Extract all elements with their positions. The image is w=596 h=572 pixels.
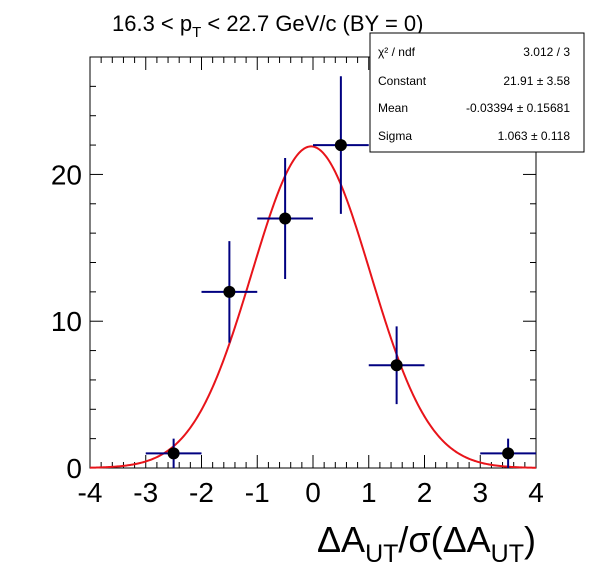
x-tick-label: 1 xyxy=(361,477,377,508)
x-tick-label: -4 xyxy=(78,477,103,508)
y-tick-label: 10 xyxy=(51,306,82,337)
x-axis-title: ΔAUT/σ(ΔAUT) xyxy=(317,519,536,568)
stats-label-constant: Constant xyxy=(378,74,427,88)
stats-value-constant: 21.91 ± 3.58 xyxy=(503,74,570,88)
data-point-group xyxy=(480,438,536,468)
x-tick-label: -2 xyxy=(189,477,214,508)
data-point-group xyxy=(368,326,425,405)
data-points xyxy=(145,76,536,468)
chart-title: 16.3 < pT < 22.7 GeV/c (BY = 0) xyxy=(112,11,423,41)
data-point-marker xyxy=(502,447,515,460)
x-tick-label: -3 xyxy=(133,477,158,508)
stats-value-sigma: 1.063 ± 0.118 xyxy=(498,129,571,143)
data-point-group xyxy=(145,438,202,468)
x-tick-label: 0 xyxy=(305,477,321,508)
x-tick-label: 4 xyxy=(528,477,544,508)
data-point-marker xyxy=(167,447,180,460)
x-axis-ticks: -4 -3 -2 -1 0 1 2 3 4 xyxy=(78,57,544,508)
data-point-group xyxy=(313,76,369,214)
stats-label-mean: Mean xyxy=(378,101,408,115)
data-point-group xyxy=(257,157,313,279)
y-tick-label: 0 xyxy=(66,453,82,484)
stats-box: χ² / ndf 3.012 / 3 Constant 21.91 ± 3.58… xyxy=(369,32,585,153)
data-point-marker xyxy=(223,285,236,298)
stats-value-chi2: 3.012 / 3 xyxy=(523,45,570,59)
y-tick-label: 20 xyxy=(51,159,82,190)
stats-label-chi2: χ² / ndf xyxy=(378,45,416,59)
x-tick-label: 3 xyxy=(472,477,488,508)
x-tick-label: 2 xyxy=(417,477,433,508)
data-point-marker xyxy=(390,359,403,372)
stats-box-frame xyxy=(369,32,585,153)
stats-value-mean: -0.03394 ± 0.15681 xyxy=(466,101,570,115)
data-point-group xyxy=(201,241,258,343)
data-point-marker xyxy=(334,139,347,152)
data-point-marker xyxy=(279,212,292,225)
stats-label-sigma: Sigma xyxy=(378,129,412,143)
x-tick-label: -1 xyxy=(245,477,270,508)
gaussian-fit-curve xyxy=(89,145,537,469)
